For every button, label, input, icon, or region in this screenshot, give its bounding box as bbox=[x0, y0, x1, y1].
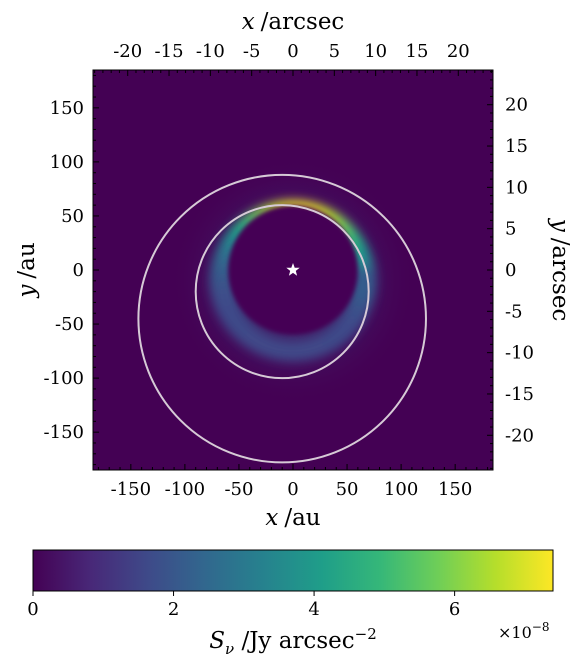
top-axis-label: x/arcsec bbox=[242, 9, 345, 35]
top-tick-label: -20 bbox=[113, 41, 142, 62]
top-tick-label: 20 bbox=[447, 41, 470, 62]
y-tick-label: 150 bbox=[50, 98, 84, 119]
colorbar-offset-text: ×10−8 bbox=[498, 620, 549, 642]
colorbar-tick-label: 6 bbox=[449, 599, 460, 620]
right-tick-label: 10 bbox=[505, 177, 528, 198]
colorbar-tick-label: 0 bbox=[27, 599, 38, 620]
top-tick-label: 5 bbox=[329, 41, 340, 62]
colorbar: 0 2 4 6 ×10−8 Sν /Jy arcsec−2 bbox=[27, 549, 554, 658]
colorbar-tick-label: 4 bbox=[308, 599, 319, 620]
top-tick-label: 0 bbox=[287, 41, 298, 62]
y-tick-label: 100 bbox=[50, 152, 84, 173]
y-tick-label: -50 bbox=[55, 314, 84, 335]
x-tick-label: -100 bbox=[165, 479, 205, 500]
x-tick-label: 150 bbox=[438, 479, 472, 500]
y-tick-label: -150 bbox=[44, 422, 84, 443]
colorbar-gradient bbox=[32, 549, 554, 592]
x-tick-label: -150 bbox=[111, 479, 151, 500]
top-tick-label: -5 bbox=[243, 41, 261, 62]
right-tick-label: -5 bbox=[505, 301, 523, 322]
right-tick-label: 0 bbox=[505, 260, 516, 281]
star-marker bbox=[286, 263, 300, 276]
x-tick-label: 0 bbox=[287, 479, 298, 500]
right-tick-label: 5 bbox=[505, 219, 516, 240]
x-tick-label: 100 bbox=[384, 479, 418, 500]
x-tick-label: -50 bbox=[224, 479, 253, 500]
top-tick-label: -15 bbox=[155, 41, 184, 62]
x-tick-label: 50 bbox=[336, 479, 359, 500]
right-tick-label: 15 bbox=[505, 136, 528, 157]
overlay-circle-1 bbox=[194, 204, 370, 380]
colorbar-tick-label: 2 bbox=[168, 599, 179, 620]
right-tick-label: -20 bbox=[505, 425, 534, 446]
y-tick-label: 50 bbox=[61, 206, 84, 227]
top-tick-label: 10 bbox=[364, 41, 387, 62]
y-tick-label: -100 bbox=[44, 368, 84, 389]
colorbar-ticks: 0 2 4 6 bbox=[27, 591, 460, 620]
heatmap-panel: -150 -100 -50 0 50 100 150-150-100-50050100150… bbox=[44, 41, 534, 500]
overlay-layer bbox=[137, 173, 427, 464]
emission-layer bbox=[170, 157, 416, 404]
right-axis-label: y/arcsec bbox=[547, 218, 573, 322]
tick-layer: -150 -100 -50 0 50 100 150-150-100-50050100150… bbox=[44, 41, 534, 500]
y-axis-label: y/au bbox=[14, 242, 40, 298]
colorbar-label: Sν /Jy arcsec−2 bbox=[209, 625, 377, 658]
right-tick-label: -15 bbox=[505, 384, 534, 405]
y-tick-label: 0 bbox=[73, 260, 84, 281]
right-tick-label: 20 bbox=[505, 95, 528, 116]
overlay-circle-2 bbox=[137, 173, 427, 464]
top-tick-label: 15 bbox=[406, 41, 429, 62]
right-tick-label: -10 bbox=[505, 343, 534, 364]
x-axis-label: x/au bbox=[265, 505, 320, 531]
top-tick-label: -10 bbox=[196, 41, 225, 62]
